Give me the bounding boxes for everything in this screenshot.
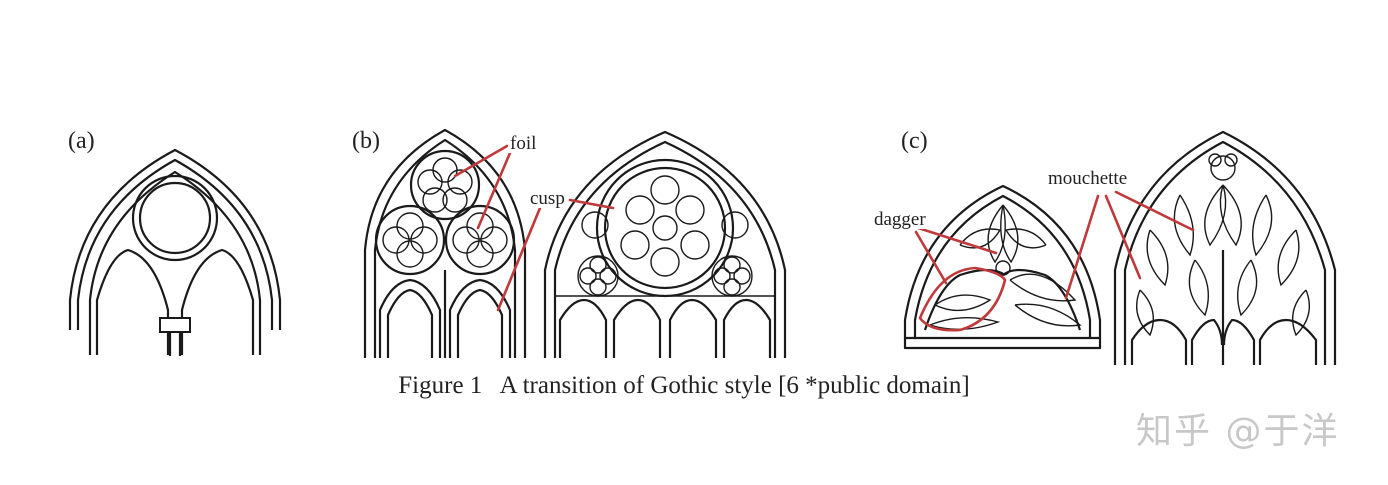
mouchette-leader-2 [1104, 194, 1142, 280]
term-cusp: cusp [528, 188, 567, 209]
window-a-plate-tracery [68, 148, 282, 356]
window-b-geometric-tracery [363, 128, 527, 358]
watermark: 知乎 @于洋 [1136, 411, 1340, 452]
cusp-leader-2 [496, 206, 542, 312]
cusp-leader-1 [568, 198, 615, 210]
figure-caption-text: Figure 1 A transition of Gothic style [6… [398, 372, 970, 399]
window-b-trefoil-tracery [543, 130, 787, 358]
panel-label-a: (a) [68, 128, 95, 154]
mouchette-leader-1 [1064, 194, 1100, 300]
term-dagger: dagger [872, 209, 928, 230]
window-c-curvilinear-tracery [903, 184, 1102, 350]
foil-leader-2 [476, 151, 512, 230]
panel-label-c: (c) [901, 128, 928, 154]
panel-label-b: (b) [352, 128, 380, 154]
term-mouchette: mouchette [1046, 168, 1130, 189]
dagger-leader-2 [914, 230, 948, 285]
mouchette-leader-3 [1114, 190, 1195, 232]
term-foil: foil [508, 133, 539, 154]
figure-caption: Figure 1 A transition of Gothic style [6… [0, 372, 1388, 400]
dagger-outline [918, 266, 1007, 332]
window-c-flowing-tracery [1113, 130, 1337, 365]
foil-leader-1 [453, 144, 509, 178]
leader-lines [453, 144, 1195, 332]
dagger-leader-1 [910, 224, 998, 255]
